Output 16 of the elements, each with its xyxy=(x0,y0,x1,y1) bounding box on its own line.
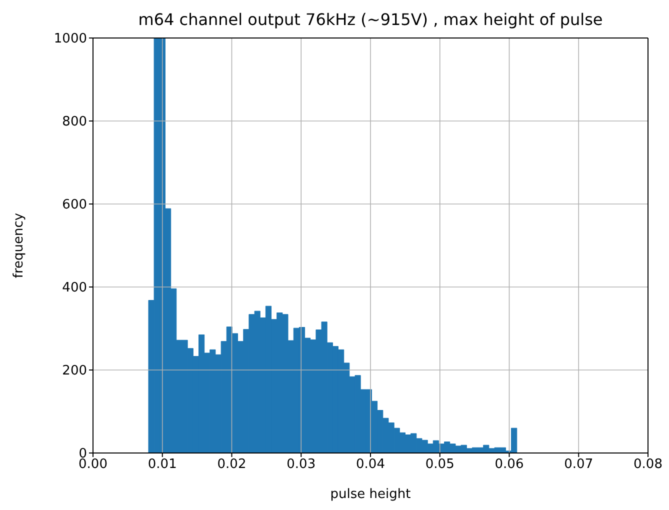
x-tick-label: 0.02 xyxy=(217,457,246,472)
y-tick-label: 800 xyxy=(62,114,87,130)
x-tick-label: 0.03 xyxy=(286,457,316,472)
y-tick-label: 600 xyxy=(62,198,87,213)
x-tick-label: 0.07 xyxy=(564,457,594,472)
y-tick-label: 400 xyxy=(62,280,87,296)
x-tick-label: 0.01 xyxy=(148,457,177,472)
x-axis-title: pulse height xyxy=(330,487,411,502)
y-tick-label: 1000 xyxy=(54,32,87,47)
chart-title: m64 channel output 76kHz (~915V) , max height of pulse xyxy=(137,10,604,29)
y-tick-label: 200 xyxy=(62,364,87,379)
y-axis-title: frequency xyxy=(12,212,27,278)
x-tick-label: 0.08 xyxy=(634,457,662,472)
x-tick-label: 0.04 xyxy=(356,457,385,472)
x-tick-label: 0.05 xyxy=(425,457,454,472)
x-tick-label: 0.06 xyxy=(494,457,524,472)
